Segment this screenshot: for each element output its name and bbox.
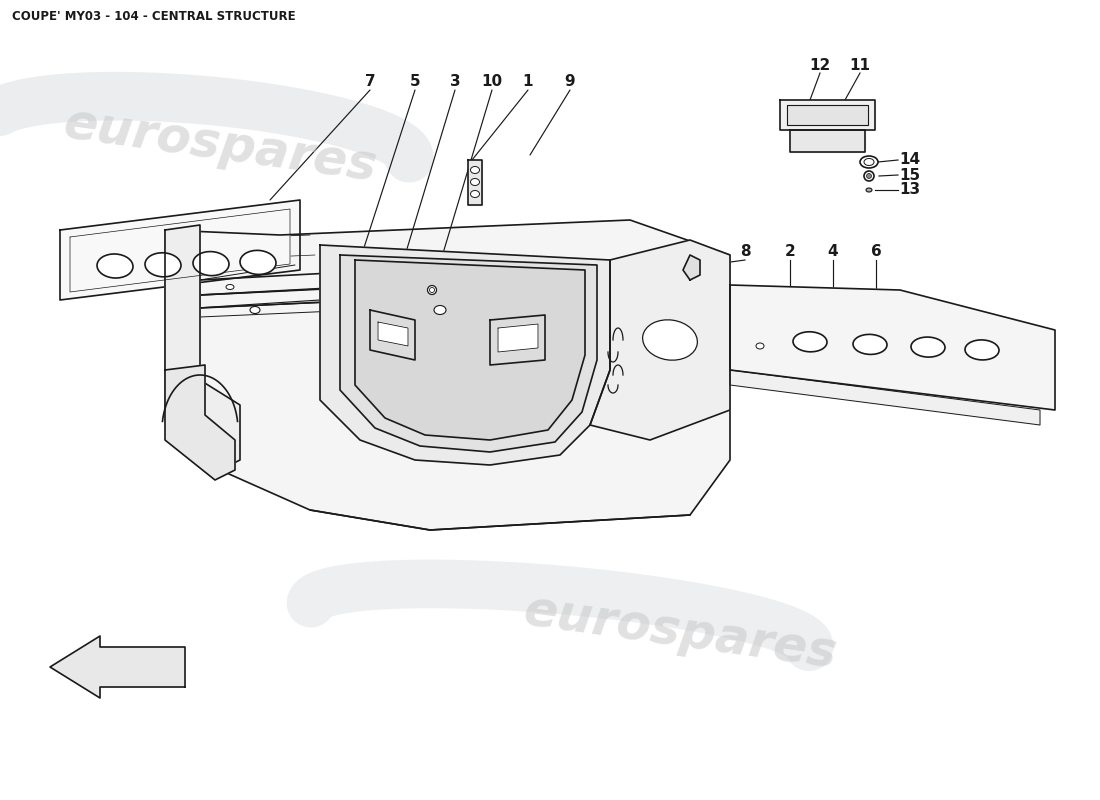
Text: 12: 12 — [810, 58, 830, 73]
Polygon shape — [50, 636, 185, 698]
Ellipse shape — [864, 158, 874, 166]
Polygon shape — [490, 315, 544, 365]
Ellipse shape — [240, 250, 276, 274]
Text: 2: 2 — [784, 245, 795, 259]
Polygon shape — [786, 105, 868, 125]
Polygon shape — [355, 260, 585, 440]
Polygon shape — [165, 365, 235, 480]
Ellipse shape — [428, 286, 437, 294]
Ellipse shape — [456, 282, 464, 287]
Ellipse shape — [145, 253, 182, 277]
Text: 6: 6 — [870, 245, 881, 259]
Polygon shape — [468, 160, 482, 205]
Text: 11: 11 — [849, 58, 870, 73]
Text: eurospares: eurospares — [60, 99, 380, 190]
Polygon shape — [378, 322, 408, 346]
Ellipse shape — [756, 343, 764, 349]
Text: 5: 5 — [409, 74, 420, 90]
Ellipse shape — [793, 332, 827, 352]
Text: 14: 14 — [900, 153, 921, 167]
Ellipse shape — [97, 254, 133, 278]
Polygon shape — [70, 209, 290, 292]
Ellipse shape — [226, 285, 234, 290]
Ellipse shape — [866, 188, 872, 192]
Text: 13: 13 — [900, 182, 921, 198]
Text: 3: 3 — [450, 74, 460, 90]
Ellipse shape — [471, 190, 480, 198]
Ellipse shape — [860, 156, 878, 168]
Polygon shape — [683, 255, 700, 280]
Polygon shape — [730, 285, 1055, 410]
Text: COUPE' MY03 - 104 - CENTRAL STRUCTURE: COUPE' MY03 - 104 - CENTRAL STRUCTURE — [12, 10, 296, 23]
Polygon shape — [340, 255, 597, 452]
Ellipse shape — [852, 334, 887, 354]
Text: 10: 10 — [482, 74, 503, 90]
Ellipse shape — [471, 166, 480, 174]
Polygon shape — [165, 225, 240, 470]
Polygon shape — [790, 130, 865, 152]
Polygon shape — [200, 281, 490, 308]
Text: 15: 15 — [900, 167, 921, 182]
Ellipse shape — [429, 287, 434, 293]
Ellipse shape — [864, 171, 874, 181]
Text: 7: 7 — [365, 74, 375, 90]
Polygon shape — [320, 245, 610, 465]
Polygon shape — [200, 265, 480, 295]
Ellipse shape — [250, 306, 260, 314]
Ellipse shape — [867, 174, 871, 178]
Polygon shape — [590, 240, 730, 440]
Ellipse shape — [192, 251, 229, 276]
Polygon shape — [730, 370, 1040, 425]
Polygon shape — [780, 100, 874, 130]
Text: 4: 4 — [827, 245, 838, 259]
Ellipse shape — [911, 337, 945, 357]
Ellipse shape — [471, 178, 480, 186]
Ellipse shape — [434, 306, 446, 314]
Text: 9: 9 — [564, 74, 575, 90]
Polygon shape — [165, 220, 730, 530]
Text: 1: 1 — [522, 74, 534, 90]
Text: 8: 8 — [739, 245, 750, 259]
Ellipse shape — [642, 320, 697, 360]
Text: eurospares: eurospares — [520, 586, 839, 678]
Ellipse shape — [965, 340, 999, 360]
Polygon shape — [200, 295, 495, 317]
Polygon shape — [60, 200, 300, 300]
Polygon shape — [498, 324, 538, 352]
Polygon shape — [370, 310, 415, 360]
